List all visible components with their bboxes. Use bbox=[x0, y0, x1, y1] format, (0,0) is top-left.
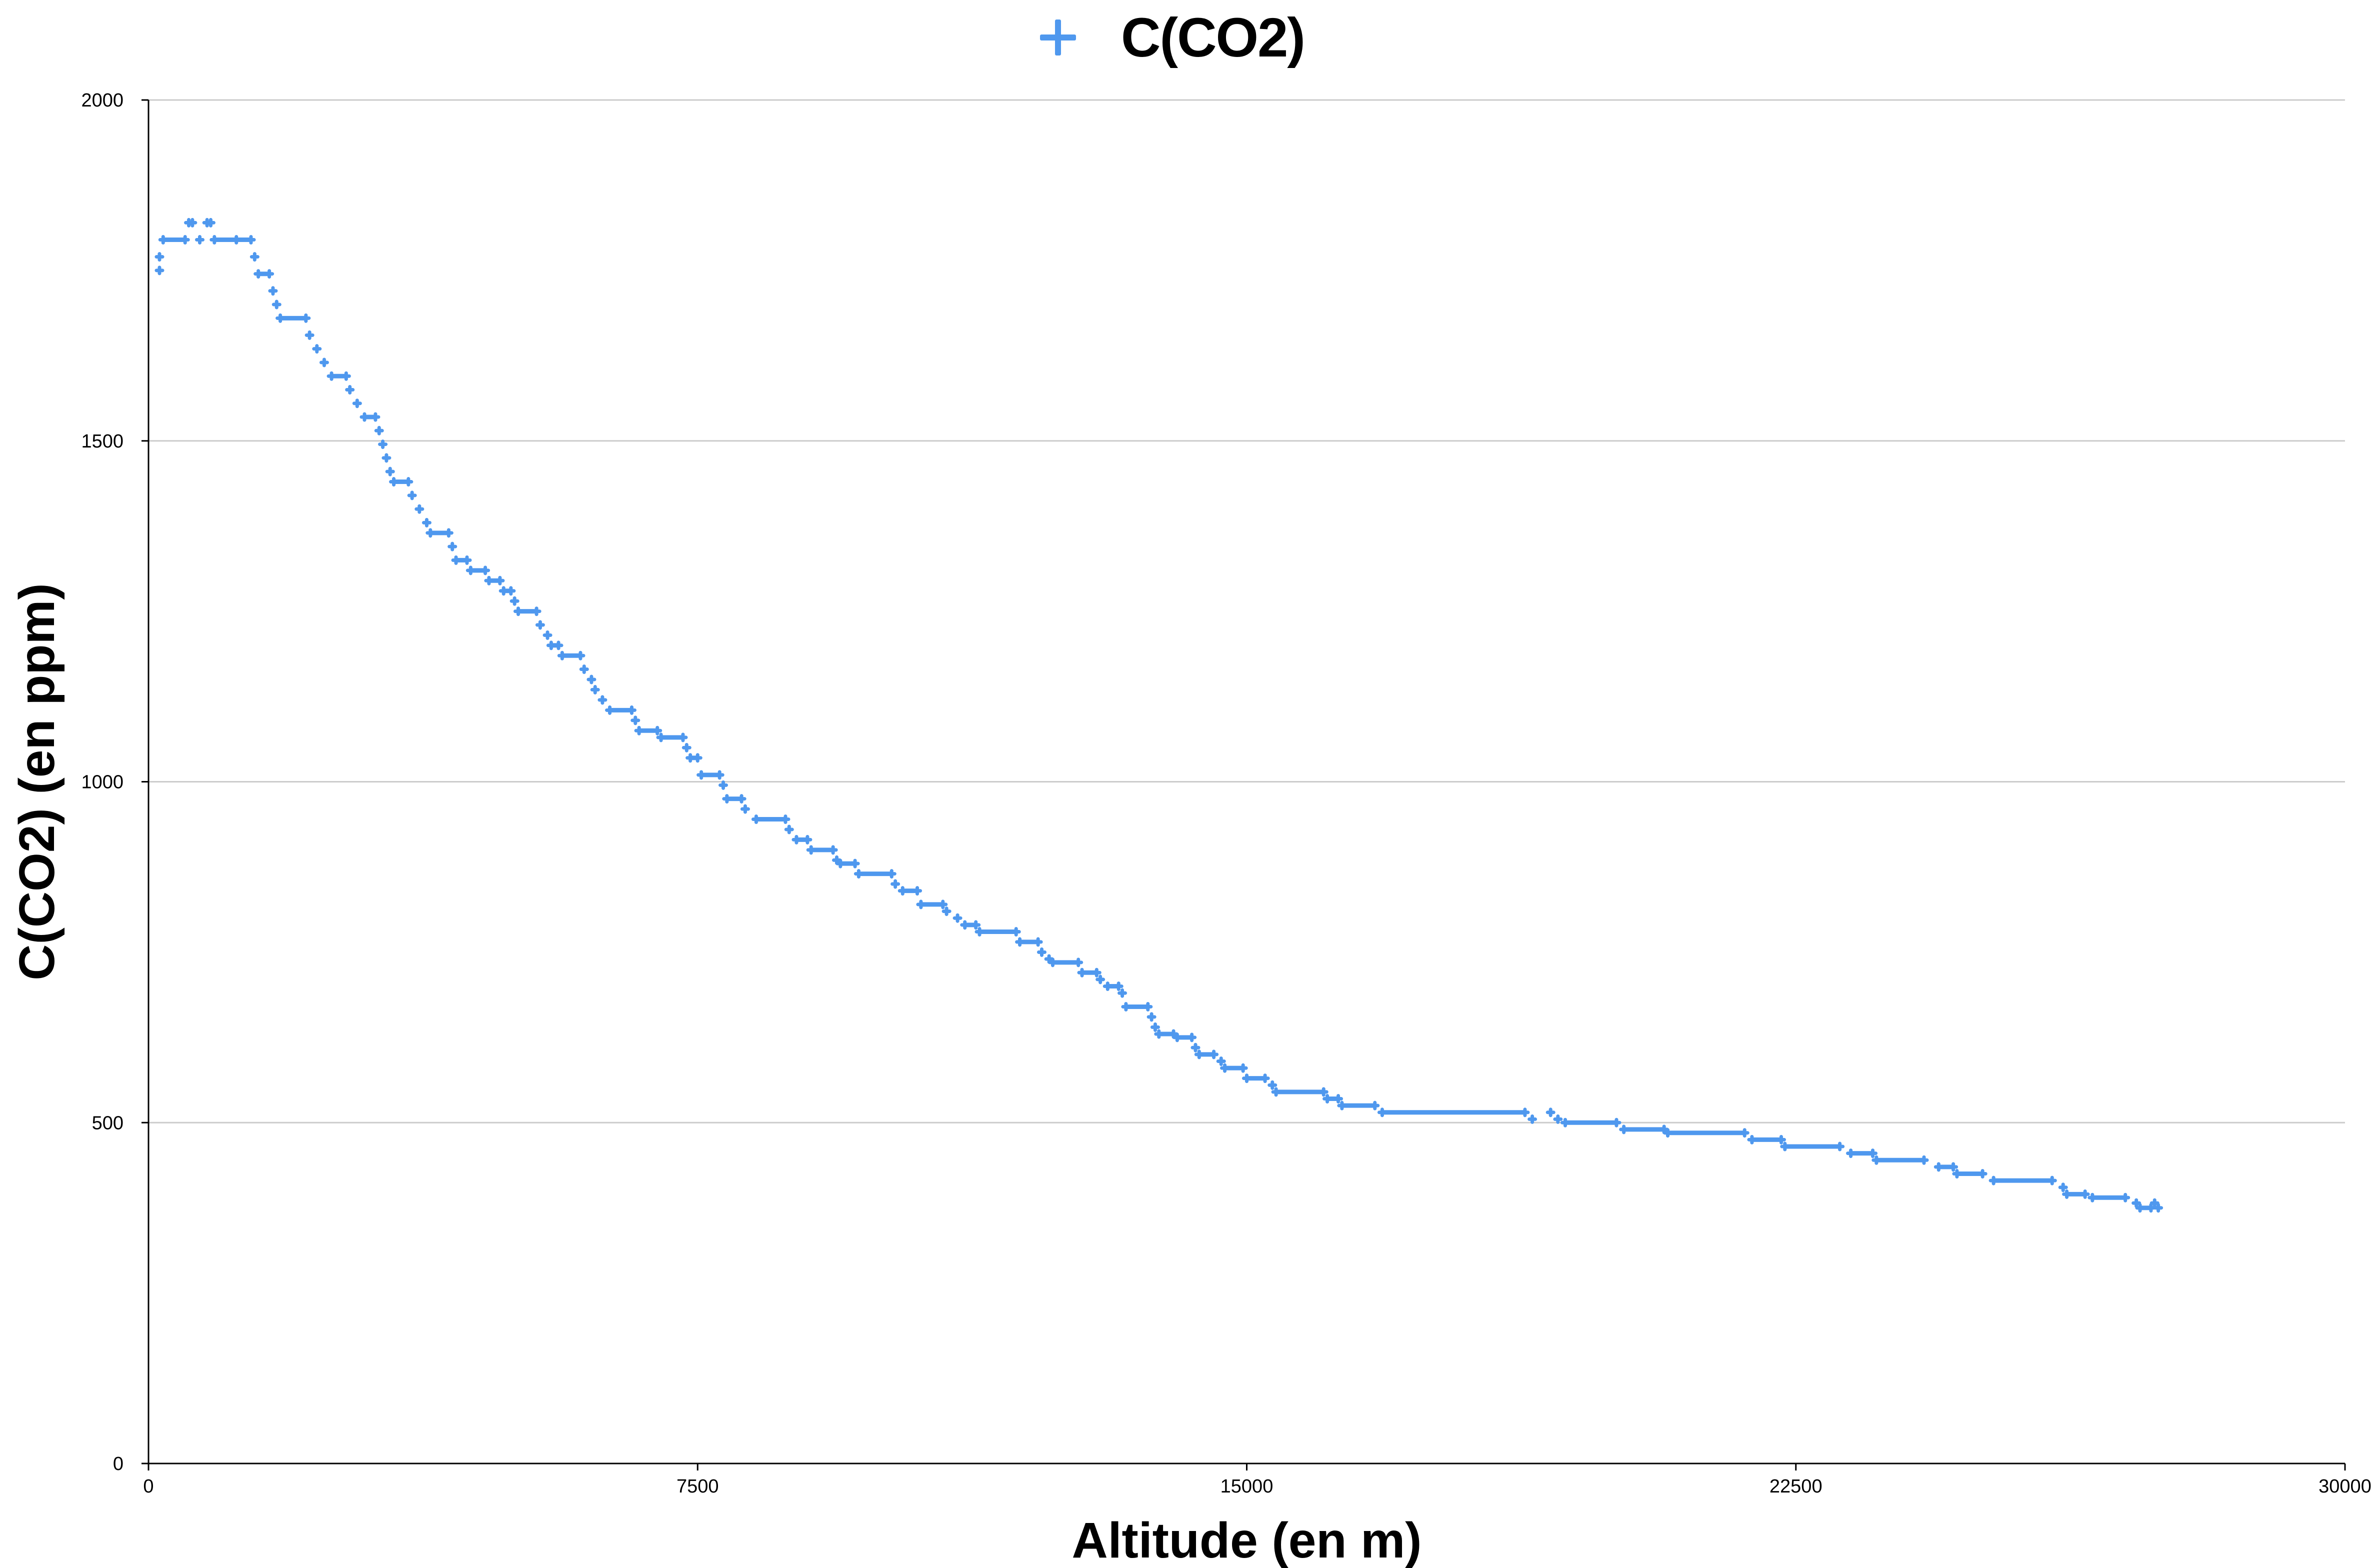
data-point bbox=[1118, 988, 1128, 998]
data-point bbox=[154, 266, 164, 276]
data-point bbox=[1096, 974, 1106, 984]
data-points bbox=[154, 218, 2164, 1213]
data-point bbox=[1553, 1114, 1563, 1124]
data-point bbox=[2150, 1198, 2160, 1208]
data-point bbox=[407, 490, 417, 500]
data-point bbox=[586, 674, 596, 684]
y-tick-label-2000: 2000 bbox=[81, 90, 124, 111]
data-point bbox=[1036, 947, 1046, 957]
data-point bbox=[304, 330, 314, 340]
data-point bbox=[385, 466, 395, 476]
legend-label: C(CO2) bbox=[1121, 6, 1306, 68]
data-point bbox=[1146, 1012, 1156, 1022]
data-point bbox=[579, 664, 589, 674]
data-point bbox=[1528, 1114, 1538, 1124]
data-point bbox=[1546, 1108, 1556, 1118]
data-point bbox=[154, 252, 164, 262]
x-tick-label-30000: 30000 bbox=[2318, 1476, 2372, 1497]
data-point bbox=[345, 384, 355, 394]
y-axis-title: C(CO2) (en ppm) bbox=[9, 583, 65, 980]
y-axis-ticks: 0 500 1000 1500 2000 bbox=[81, 90, 148, 1474]
y-tick-label-1000: 1000 bbox=[81, 772, 124, 793]
data-point bbox=[319, 358, 329, 368]
data-point bbox=[510, 596, 520, 606]
data-point bbox=[352, 398, 362, 408]
data-point bbox=[598, 695, 608, 705]
data-point bbox=[1216, 1056, 1226, 1066]
data-point bbox=[590, 684, 600, 694]
x-axis-title: Altitude (en m) bbox=[1072, 1512, 1422, 1568]
data-point bbox=[268, 286, 278, 296]
data-point bbox=[682, 742, 692, 752]
x-tick-label-22500: 22500 bbox=[1770, 1476, 1822, 1497]
data-point bbox=[382, 453, 392, 463]
data-point bbox=[378, 440, 388, 450]
legend: C(CO2) bbox=[1040, 5, 1306, 70]
y-tick-label-500: 500 bbox=[92, 1112, 124, 1134]
data-point bbox=[195, 235, 205, 245]
data-point bbox=[448, 542, 458, 552]
data-point bbox=[1190, 1042, 1200, 1052]
data-point bbox=[374, 426, 384, 436]
data-point bbox=[542, 630, 552, 640]
data-point bbox=[952, 913, 962, 923]
data-point bbox=[535, 620, 545, 630]
gridlines bbox=[148, 99, 2345, 1124]
data-point bbox=[414, 504, 424, 514]
data-point bbox=[718, 780, 728, 790]
legend-plus-marker-icon bbox=[1040, 20, 1076, 56]
data-point bbox=[250, 252, 260, 262]
y-tick-label-0: 0 bbox=[113, 1454, 124, 1474]
data-point bbox=[890, 879, 900, 889]
data-point bbox=[740, 804, 750, 814]
data-point bbox=[1268, 1080, 1278, 1090]
data-point bbox=[630, 716, 640, 726]
data-point bbox=[272, 300, 282, 310]
data-point bbox=[2132, 1198, 2142, 1208]
data-point bbox=[784, 824, 794, 834]
x-axis-ticks: 0 7500 15000 22500 30000 bbox=[143, 1464, 2372, 1497]
y-tick-label-1500: 1500 bbox=[81, 431, 124, 452]
x-tick-label-15000: 15000 bbox=[1220, 1476, 1274, 1497]
data-point bbox=[312, 344, 322, 354]
data-point bbox=[422, 518, 432, 528]
data-point bbox=[942, 906, 952, 916]
x-tick-label-0: 0 bbox=[143, 1476, 154, 1497]
x-tick-label-7500: 7500 bbox=[676, 1476, 719, 1497]
data-point bbox=[2058, 1182, 2068, 1192]
data-point bbox=[1150, 1022, 1160, 1032]
data-point bbox=[2154, 1203, 2164, 1213]
